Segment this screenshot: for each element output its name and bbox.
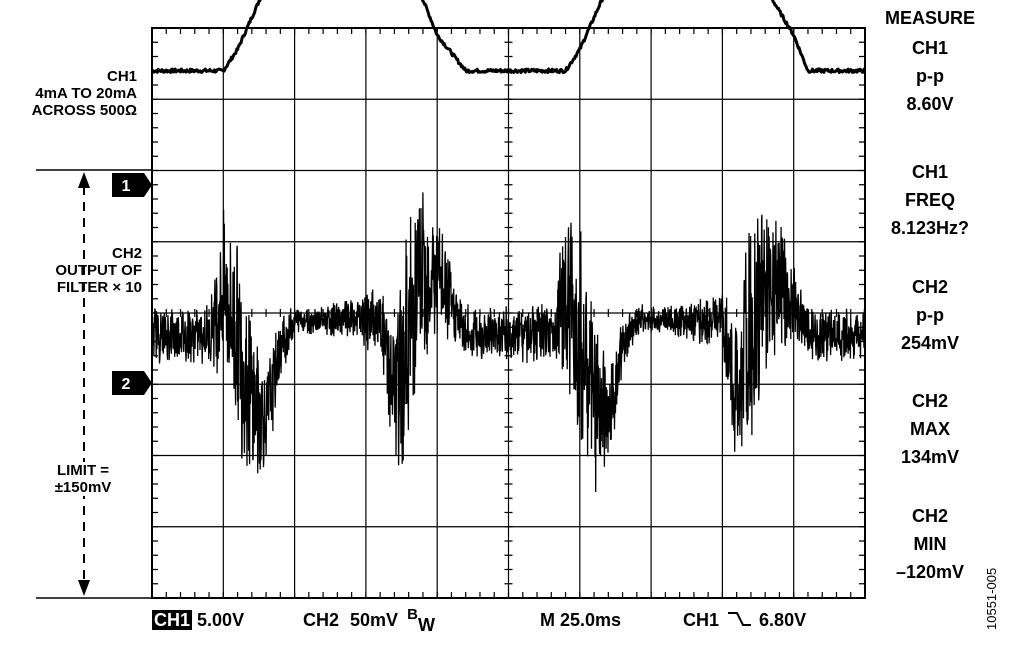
measure-item: CH1 FREQ 8.123Hz? — [860, 158, 1000, 273]
measure-channel: CH2 — [911, 506, 948, 526]
measure-item: CH1 p-p 8.60V — [860, 34, 1000, 158]
figure-id: 10551-005 — [984, 567, 999, 630]
ch1-range-label: 4mA TO 20mA — [35, 85, 137, 102]
bandwidth-limit-w: W — [417, 615, 435, 635]
measure-param: p-p — [916, 66, 944, 86]
measure-list: CH1 p-p 8.60V CH1 FREQ 8.123Hz? CH2 p-p … — [860, 34, 1000, 586]
ch1-marker-label: 1 — [122, 178, 131, 195]
measure-param: MAX — [910, 419, 950, 439]
measure-param: MIN — [913, 534, 947, 554]
ch2-scale-readout: CH2 50mV BW — [303, 606, 435, 635]
limit-label: LIMIT = — [56, 462, 110, 479]
measure-channel: CH1 — [911, 38, 948, 58]
measure-value: 8.123Hz? — [890, 218, 970, 238]
ch1-trace — [151, 0, 866, 74]
measure-param: p-p — [916, 305, 944, 325]
ch1-scale: 5.00V — [197, 610, 245, 630]
ch1-ground-marker — [112, 173, 152, 197]
measure-value: 8.60V — [906, 94, 954, 114]
measure-channel: CH2 — [911, 391, 948, 411]
measure-item: CH2 p-p 254mV — [860, 273, 1000, 387]
measure-value: 134mV — [900, 447, 960, 467]
ch2-output-label: OUTPUT OF — [55, 262, 142, 279]
measure-item: CH2 MAX 134mV — [860, 387, 1000, 502]
ch2-tag: CH2 — [303, 610, 340, 630]
ch2-marker-label: 2 — [122, 376, 131, 393]
annotations: 1 2 — [36, 169, 152, 599]
limit-value: ±150mV — [54, 479, 112, 496]
graticule — [151, 27, 866, 599]
measure-item: CH2 MIN –120mV — [860, 502, 1000, 586]
trigger-channel: CH1 — [683, 610, 720, 630]
bandwidth-limit-b: B — [407, 606, 418, 623]
measure-value: 254mV — [900, 333, 960, 353]
arrow-down-icon — [78, 580, 90, 596]
measure-heading: MEASURE — [884, 8, 975, 28]
ch2-filter-label: FILTER × 10 — [56, 279, 142, 296]
measure-value: –120mV — [895, 562, 965, 582]
arrow-up-icon — [78, 172, 90, 188]
ch2-trace — [151, 192, 866, 493]
measure-channel: CH2 — [911, 277, 948, 297]
ch2-description: CH2 OUTPUT OF FILTER × 10 — [0, 245, 142, 296]
traces — [151, 0, 866, 493]
measure-param: FREQ — [904, 190, 955, 210]
ch2-scale: 50mV — [350, 610, 399, 630]
limit-description: LIMIT = ±150mV — [38, 462, 128, 496]
trigger-level: 6.80V — [759, 610, 807, 630]
ch2-ground-marker — [112, 371, 152, 395]
trigger-readout: CH1 6.80V — [683, 610, 806, 631]
ch1-description: CH1 4mA TO 20mA ACROSS 500Ω — [0, 68, 137, 119]
ch1-label: CH1 — [106, 68, 137, 85]
ch2-label: CH2 — [111, 245, 142, 262]
measure-channel: CH1 — [911, 162, 948, 182]
falling-edge-icon — [728, 612, 752, 626]
ch1-tag: CH1 — [152, 610, 193, 630]
ch1-resistor-label: ACROSS 500Ω — [31, 102, 137, 119]
timebase-readout: M 25.0ms — [540, 610, 622, 630]
ch1-scale-readout: CH1 5.00V — [152, 610, 244, 631]
